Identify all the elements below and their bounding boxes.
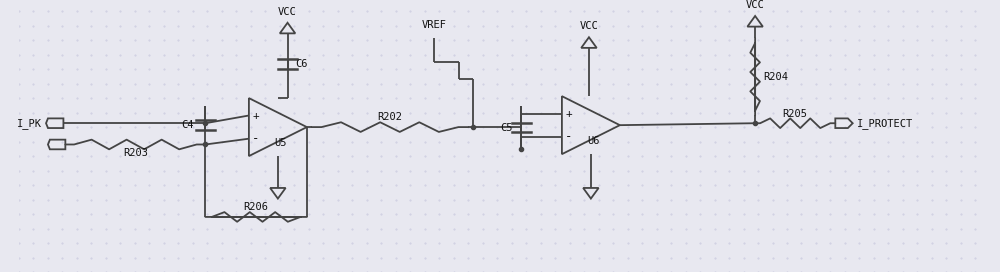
Text: VCC: VCC [746, 0, 764, 10]
Text: VCC: VCC [278, 7, 297, 17]
Text: +: + [252, 111, 259, 121]
Text: C5: C5 [500, 123, 513, 132]
Text: R205: R205 [783, 109, 808, 119]
Text: R206: R206 [244, 202, 269, 212]
Text: U6: U6 [588, 136, 600, 146]
Text: VREF: VREF [422, 20, 447, 30]
Text: R204: R204 [763, 72, 788, 82]
Text: -: - [252, 132, 259, 145]
Text: -: - [565, 130, 572, 143]
Text: C4: C4 [181, 120, 194, 130]
Text: I_PK: I_PK [17, 118, 42, 129]
Text: I_PROTECT: I_PROTECT [857, 118, 913, 129]
Text: R203: R203 [123, 148, 148, 158]
Text: +: + [565, 109, 572, 119]
Text: R202: R202 [377, 112, 402, 122]
Text: VCC: VCC [580, 21, 598, 32]
Text: U5: U5 [275, 138, 287, 148]
Text: C6: C6 [295, 59, 308, 69]
